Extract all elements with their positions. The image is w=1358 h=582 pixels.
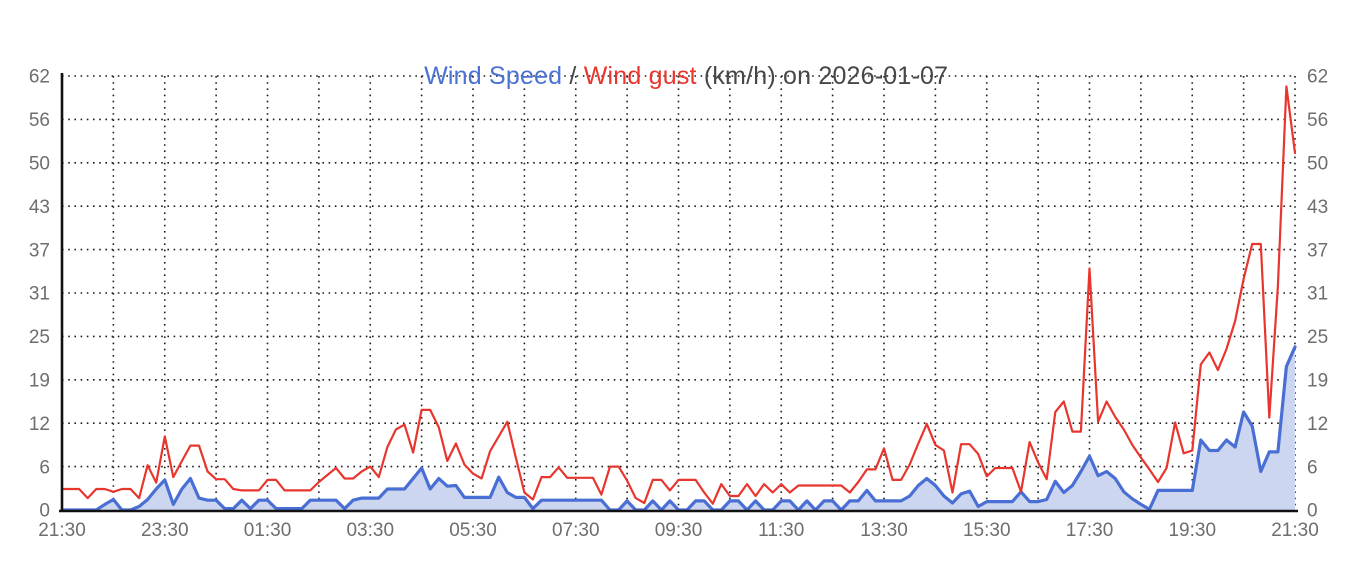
x-tick-label: 23:30 [141,520,189,541]
y-tick-label-left: 19 [29,370,50,391]
grid-layer [62,75,1296,510]
x-tick-label: 07:30 [552,520,600,541]
y-tick-label-right: 50 [1307,153,1328,174]
title-suffix: (km/h) on 2026-01-07 [696,62,949,90]
x-tick-label: 09:30 [655,520,703,541]
x-tick-label: 03:30 [346,520,394,541]
y-tick-label-left: 37 [29,240,50,261]
y-tick-label-right: 19 [1307,370,1328,391]
x-tick-label: 01:30 [244,520,292,541]
y-tick-label-right: 25 [1307,327,1328,348]
title-wind-gust-label: Wind gust [583,62,697,90]
y-tick-label-right: 56 [1307,110,1328,131]
y-tick-label-left: 25 [29,327,50,348]
wind-speed-area [62,346,1295,510]
y-tick-label-left: 56 [29,110,50,131]
y-tick-label-left: 31 [29,284,50,305]
x-tick-label: 17:30 [1066,520,1114,541]
y-tick-label-right: 62 [1307,67,1328,88]
wind-gust-line [60,85,1297,505]
title-wind-speed-label: Wind Speed [424,62,563,90]
y-tick-label-left: 12 [29,414,50,435]
x-tick-label: 21:30 [38,520,86,541]
y-tick-label-right: 37 [1307,240,1328,261]
x-tick-label: 13:30 [860,520,908,541]
x-tick-label: 05:30 [449,520,497,541]
y-tick-label-left: 62 [29,67,50,88]
title-separator: / [562,62,584,90]
y-tick-label-left: 43 [29,197,50,218]
axis-frame [59,73,1298,513]
x-tick-label: 15:30 [963,520,1011,541]
x-tick-label: 11:30 [758,520,804,541]
y-tick-label-right: 6 [1307,457,1318,478]
y-tick-label-right: 12 [1307,414,1328,435]
x-tick-label: 21:30 [1271,520,1319,541]
chart-title: Wind Speed / Wind gust (km/h) on 2026-01… [0,33,1358,91]
y-tick-label-right: 43 [1307,197,1328,218]
y-tick-label-left: 6 [39,457,50,478]
y-tick-label-left: 0 [39,501,50,522]
y-tick-label-left: 50 [29,153,50,174]
y-tick-label-right: 0 [1307,501,1318,522]
axis-labels: 0 0 6 6 12 12 19 19 25 25 31 31 37 37 43 43 50 50 56 56 62 62… [29,67,1328,541]
y-tick-label-right: 31 [1307,284,1328,305]
x-tick-label: 19:30 [1168,520,1216,541]
